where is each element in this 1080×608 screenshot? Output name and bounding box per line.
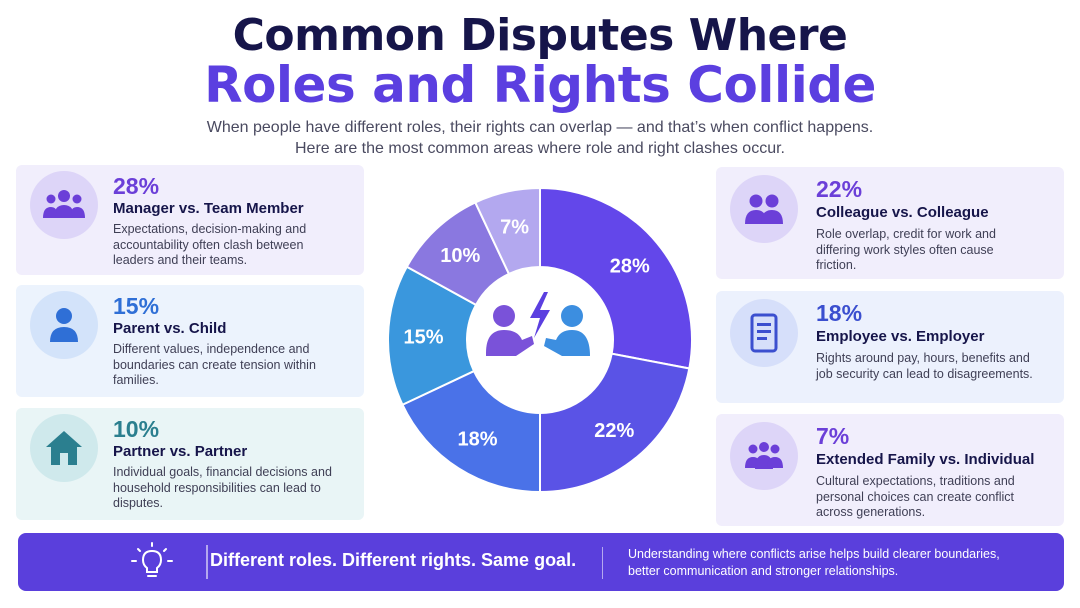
title-line-2: Roles and Rights Collide	[204, 56, 876, 114]
two-people-icon	[730, 175, 798, 243]
donut-slices	[387, 186, 693, 494]
group-icon	[30, 171, 98, 239]
document-icon	[730, 299, 798, 367]
donut-slice	[539, 352, 691, 494]
card-label: Employee vs. Employer	[816, 328, 985, 345]
card-description: Different values, independence and bound…	[113, 342, 316, 387]
card-label: Colleague vs. Colleague	[816, 204, 989, 221]
card-label: Parent vs. Child	[113, 320, 227, 337]
card-description: Rights around pay, hours, benefits and j…	[816, 351, 1033, 381]
card-employee-vs-employer: 18% Employee vs. Employer Rights around …	[716, 291, 1064, 403]
bottom-banner: Different roles. Different rights. Same …	[18, 533, 1064, 591]
card-extended-family-vs-individual: 7% Extended Family vs. Individual Cultur…	[716, 414, 1064, 526]
donut-slice-label: 28%	[610, 256, 650, 278]
subtitle: When people have different roles, their …	[0, 117, 1080, 159]
donut-slice-label: 18%	[458, 428, 498, 450]
subtitle-line-1: When people have different roles, their …	[206, 119, 874, 136]
donut-labels: 28% 22% 18% 15% 10% 7%	[404, 216, 650, 450]
card-percent: 22%	[816, 176, 863, 202]
donut-chart: 28% 22% 18% 15% 10% 7%	[387, 186, 693, 494]
donut-slice-label: 15%	[404, 326, 444, 348]
house-icon	[30, 414, 98, 482]
card-partner-vs-partner: 10% Partner vs. Partner Individual goals…	[16, 408, 364, 520]
card-percent: 28%	[113, 173, 160, 199]
card-percent: 10%	[113, 416, 160, 442]
family-icon	[730, 422, 798, 490]
person-icon	[30, 291, 98, 359]
banner-divider	[206, 545, 208, 579]
card-description: Role overlap, credit for work and differ…	[816, 227, 996, 272]
card-description: Individual goals, financial decisions an…	[113, 465, 332, 510]
card-percent: 7%	[816, 423, 850, 449]
card-percent: 18%	[816, 300, 863, 326]
card-description: Cultural expectations, traditions and pe…	[816, 474, 1015, 519]
banner-note: Understanding where conflicts arise help…	[628, 547, 1000, 578]
donut-slice-label: 7%	[500, 216, 529, 238]
card-label: Manager vs. Team Member	[113, 200, 304, 217]
card-colleague-vs-colleague: 22% Colleague vs. Colleague Role overlap…	[716, 167, 1064, 279]
card-label: Partner vs. Partner	[113, 443, 248, 460]
subtitle-line-2: Here are the most common areas where rol…	[294, 140, 785, 157]
lightbulb-icon	[130, 541, 174, 588]
banner-tagline: Different roles. Different rights. Same …	[210, 550, 577, 570]
title-line-1: Common Disputes Where	[232, 10, 848, 61]
donut-hole	[467, 267, 613, 413]
donut-slice-label: 10%	[440, 245, 480, 267]
card-label: Extended Family vs. Individual	[816, 451, 1035, 468]
card-manager-vs-team-member: 28% Manager vs. Team Member Expectations…	[16, 165, 364, 275]
banner-divider	[602, 547, 603, 579]
card-description: Expectations, decision-making and accoun…	[113, 222, 307, 267]
card-parent-vs-child: 15% Parent vs. Child Different values, i…	[16, 285, 364, 397]
donut-slice-label: 22%	[594, 420, 634, 442]
card-percent: 15%	[113, 293, 160, 319]
conflict-people-icon	[486, 292, 590, 356]
